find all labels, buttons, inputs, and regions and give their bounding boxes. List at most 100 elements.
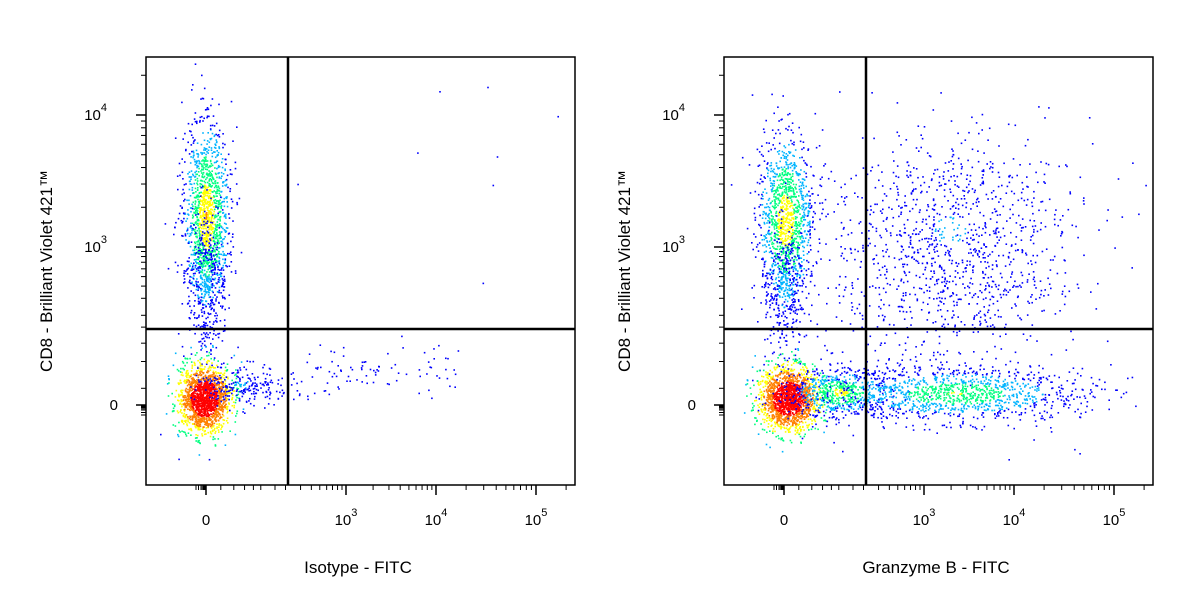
event-dot bbox=[173, 405, 176, 408]
event-dot bbox=[803, 312, 806, 315]
event-dot bbox=[791, 241, 793, 244]
event-dot bbox=[799, 181, 802, 183]
event-dot bbox=[229, 409, 231, 412]
event-dot bbox=[200, 265, 203, 267]
event-dot bbox=[200, 172, 203, 174]
event-dot bbox=[181, 394, 184, 396]
event-dot bbox=[206, 411, 209, 413]
event-dot bbox=[209, 435, 212, 438]
y-tick-label: 0 bbox=[110, 397, 118, 414]
event-dot bbox=[202, 414, 205, 417]
event-dot bbox=[218, 223, 221, 225]
event-dot bbox=[764, 177, 766, 179]
event-dot bbox=[800, 192, 802, 195]
event-dot bbox=[782, 218, 784, 221]
event-dot bbox=[210, 238, 212, 240]
event-dot bbox=[203, 418, 205, 421]
event-dot bbox=[190, 389, 192, 392]
event-dot bbox=[247, 388, 249, 391]
event-dot bbox=[194, 241, 196, 243]
event-dot bbox=[232, 233, 234, 235]
event-dot bbox=[315, 367, 317, 369]
event-dot bbox=[188, 176, 191, 178]
event-dot bbox=[193, 208, 196, 210]
event-dot bbox=[190, 170, 193, 172]
event-dot bbox=[210, 357, 212, 360]
event-dot bbox=[204, 253, 206, 256]
event-dot bbox=[212, 379, 214, 381]
event-dot bbox=[210, 276, 213, 278]
event-dot bbox=[205, 345, 207, 348]
event-dot bbox=[792, 232, 794, 235]
event-dot bbox=[782, 276, 785, 278]
event-dot bbox=[793, 239, 796, 242]
event-dot bbox=[202, 376, 205, 378]
event-dot bbox=[202, 390, 205, 392]
event-dot bbox=[214, 377, 217, 380]
event-dot bbox=[788, 197, 790, 199]
event-dot bbox=[787, 212, 789, 215]
event-dot bbox=[808, 230, 811, 233]
event-dot bbox=[783, 181, 785, 183]
event-dot bbox=[191, 389, 193, 392]
event-dot bbox=[795, 227, 798, 230]
event-dot bbox=[207, 303, 210, 305]
event-dot bbox=[273, 404, 275, 406]
event-dot bbox=[184, 379, 186, 382]
event-dot bbox=[796, 216, 798, 219]
event-dot bbox=[184, 399, 187, 401]
event-dot bbox=[798, 195, 800, 197]
event-dot bbox=[205, 389, 207, 391]
event-dot bbox=[189, 401, 192, 403]
event-dot bbox=[784, 203, 786, 205]
event-dot bbox=[254, 385, 256, 387]
event-dot bbox=[280, 384, 282, 387]
event-dot bbox=[207, 294, 210, 296]
event-dot bbox=[216, 226, 218, 228]
event-dot bbox=[194, 396, 196, 398]
event-dot bbox=[296, 382, 298, 385]
event-dot bbox=[277, 379, 280, 381]
event-dot bbox=[215, 419, 217, 421]
event-dot bbox=[200, 381, 203, 384]
event-dot bbox=[206, 181, 209, 184]
event-dot bbox=[199, 412, 201, 415]
event-dot bbox=[190, 183, 193, 186]
event-dot bbox=[199, 363, 202, 365]
event-dot bbox=[790, 232, 793, 235]
event-dot bbox=[194, 401, 197, 403]
event-dot bbox=[192, 284, 194, 286]
event-dot bbox=[182, 138, 184, 140]
event-dot bbox=[197, 258, 200, 261]
event-dot bbox=[197, 359, 199, 362]
event-dot bbox=[204, 409, 207, 412]
event-dot bbox=[218, 277, 220, 279]
event-dot bbox=[764, 275, 767, 277]
event-dot bbox=[774, 261, 777, 264]
event-dot bbox=[173, 404, 176, 407]
event-dot bbox=[224, 214, 226, 217]
event-dot bbox=[202, 307, 205, 309]
event-dot bbox=[795, 225, 798, 227]
event-dot bbox=[186, 403, 189, 405]
event-dot bbox=[202, 249, 204, 251]
event-dot bbox=[197, 156, 199, 158]
event-dot bbox=[217, 268, 219, 271]
event-dot bbox=[812, 174, 814, 177]
event-dot bbox=[201, 299, 204, 302]
event-dot bbox=[780, 219, 783, 222]
event-dot bbox=[788, 178, 790, 180]
event-dot bbox=[216, 274, 219, 277]
event-dot bbox=[780, 178, 783, 181]
event-dot bbox=[178, 162, 181, 165]
event-dot bbox=[210, 424, 213, 427]
event-dot bbox=[201, 201, 204, 203]
event-dot bbox=[193, 252, 196, 254]
event-dot bbox=[201, 418, 203, 421]
event-dot bbox=[211, 362, 213, 364]
event-dot bbox=[803, 223, 805, 226]
event-dot bbox=[189, 418, 192, 421]
event-dot bbox=[216, 414, 218, 416]
event-dot bbox=[220, 171, 223, 174]
event-dot bbox=[196, 120, 198, 123]
